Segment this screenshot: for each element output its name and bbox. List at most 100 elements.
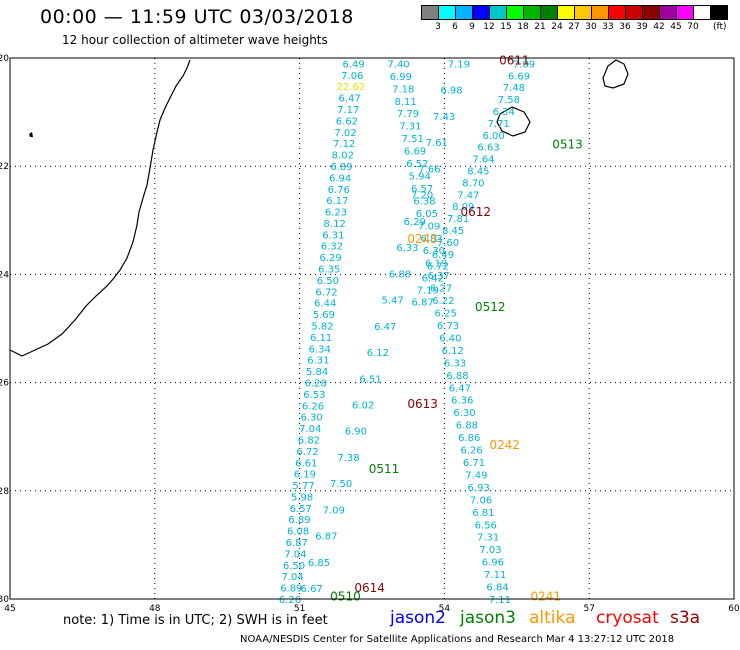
swh-value: 8.09 xyxy=(452,202,474,213)
swh-value: 5.69 xyxy=(313,310,335,321)
scale-unit: (ft) xyxy=(713,22,727,32)
swh-value: 7.09 xyxy=(513,59,535,70)
map-subtitle: 12 hour collection of altimeter wave hei… xyxy=(62,33,328,47)
swh-value: 5.82 xyxy=(311,322,333,333)
legend-cryosat: cryosat xyxy=(596,608,659,628)
swh-value: 7.20 xyxy=(411,191,433,202)
swh-value: 6.37 xyxy=(427,271,449,282)
swh-value: 7.31 xyxy=(399,122,421,133)
swh-value: 6.32 xyxy=(321,242,343,253)
scale-label: 18 xyxy=(517,22,529,32)
swh-value: 6.38 xyxy=(413,196,435,207)
footnote: note: 1) Time is in UTC; 2) SWH is in fe… xyxy=(63,613,328,628)
swh-value: 6.52 xyxy=(406,159,428,170)
swh-value: 7.64 xyxy=(472,155,494,166)
legend-s3a: s3a xyxy=(670,608,701,628)
swh-value: 6.35 xyxy=(318,265,340,276)
swh-value: 6.72 xyxy=(315,287,337,298)
scale-label: 15 xyxy=(500,22,512,32)
swh-value: 7.48 xyxy=(503,83,525,94)
swh-value: 6.62 xyxy=(336,116,358,127)
swh-value: 7.79 xyxy=(397,109,419,120)
swh-value: 6.67 xyxy=(301,584,323,595)
swh-value: 7.06 xyxy=(470,495,492,506)
swh-value: 6.00 xyxy=(482,131,504,142)
swh-value: 7.04 xyxy=(282,572,304,583)
pass-time-label: 0242 xyxy=(489,438,520,452)
swh-value: 6.40 xyxy=(439,333,461,344)
pass-time-label: 0614 xyxy=(354,581,385,595)
swh-value: 6.56 xyxy=(475,520,497,531)
legend-altika: altika xyxy=(529,608,576,628)
scale-label: 24 xyxy=(551,22,563,32)
swh-value: 6.47 xyxy=(374,322,396,333)
swh-value: 7.03 xyxy=(479,545,501,556)
axis-labels: 45 48 51 54 57 60 -20 -22 -24 -26 -28 -30 xyxy=(0,54,740,614)
swh-value: 6.89 xyxy=(280,584,302,595)
swh-value: 6.44 xyxy=(314,299,336,310)
map-title: 00:00 — 11:59 UTC 03/03/2018 xyxy=(40,6,354,28)
swh-value: 6.28 xyxy=(305,378,327,389)
swh-value: 6.63 xyxy=(477,143,499,154)
swh-value: 7.11 xyxy=(484,570,506,581)
swh-value: 7.71 xyxy=(488,119,510,130)
swh-value: 6.31 xyxy=(307,356,329,367)
swh-value: 6.47 xyxy=(338,94,360,105)
swh-value: 7.19 xyxy=(417,286,439,297)
swh-value: 6.49 xyxy=(432,250,454,261)
pass-time-labels: 0611 0513 0612 0243 0512 0613 0242 0511 06140510… xyxy=(330,54,583,604)
swh-value: 6.96 xyxy=(482,558,504,569)
swh-value: 6.26 xyxy=(279,595,301,606)
lat-tick-label: -20 xyxy=(0,54,9,64)
swh-value: 6.25 xyxy=(435,309,457,320)
scale-label: 42 xyxy=(653,22,665,32)
pass-time-label: 0513 xyxy=(552,138,583,152)
swh-value: 6.88 xyxy=(456,421,478,432)
lon-tick-label: 51 xyxy=(294,604,305,614)
swh-value: 7.12 xyxy=(333,139,355,150)
swh-value: 6.02 xyxy=(352,401,374,412)
scale-label: 9 xyxy=(469,22,475,32)
pass-time-label: 0511 xyxy=(369,462,400,476)
scale-label: 12 xyxy=(483,22,495,32)
map-frame xyxy=(9,57,735,600)
swh-value: 7.17 xyxy=(337,105,359,116)
swh-value: 6.69 xyxy=(508,71,530,82)
swh-value: 6.29 xyxy=(404,217,426,228)
swh-value: 22.62 xyxy=(337,82,366,93)
swh-value: 6.84 xyxy=(486,583,508,594)
swh-value: 8.11 xyxy=(394,97,416,108)
swh-value: 6.27 xyxy=(430,284,452,295)
swh-value: 6.71 xyxy=(463,458,485,469)
swh-value: 6.87 xyxy=(412,297,434,308)
swh-value: 6.30 xyxy=(301,413,323,424)
swh-value: 8.12 xyxy=(324,219,346,230)
swh-value: 6.89 xyxy=(288,515,310,526)
swh-value: 6.85 xyxy=(308,558,330,569)
swh-value: 6.73 xyxy=(437,321,459,332)
swh-value: 6.94 xyxy=(329,173,351,184)
island-shape xyxy=(29,132,33,137)
swh-value: 6.31 xyxy=(322,230,344,241)
coastlines xyxy=(9,59,629,357)
pass-time-label: 0512 xyxy=(475,300,506,314)
scale-label: 30 xyxy=(585,22,597,32)
swh-value: 8.45 xyxy=(467,167,489,178)
swh-value: 6.19 xyxy=(425,259,447,270)
swh-value: 6.51 xyxy=(359,374,381,385)
swh-value: 7.18 xyxy=(392,84,414,95)
swh-value: 6.05 xyxy=(416,209,438,220)
lon-tick-label: 45 xyxy=(4,604,15,614)
pass-time-label: 0611 xyxy=(499,54,530,68)
swh-value: 6.99 xyxy=(390,72,412,83)
swh-value: 5.77 xyxy=(292,481,314,492)
scale-label: 45 xyxy=(670,22,682,32)
swh-value: 6.29 xyxy=(319,253,341,264)
swh-value: 8.45 xyxy=(442,226,464,237)
scale-label: 3 xyxy=(435,22,441,32)
swh-value: 6.57 xyxy=(411,184,433,195)
swh-value: 6.53 xyxy=(303,390,325,401)
swh-value: 7.60 xyxy=(437,238,459,249)
swh-value: 6.69 xyxy=(404,147,426,158)
